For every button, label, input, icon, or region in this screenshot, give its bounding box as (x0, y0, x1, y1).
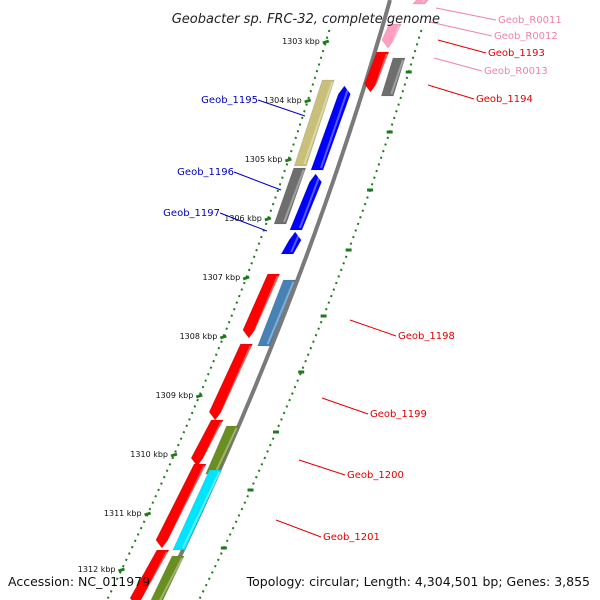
gene-arrow-highlight (373, 53, 388, 91)
gene-arrow-highlight (181, 471, 221, 549)
gene-arrow-highlight (421, 0, 425, 3)
gene-label-leader (437, 39, 487, 54)
gene-arrow (257, 279, 296, 347)
kbp-tick (170, 452, 178, 458)
gene-label-leader (349, 319, 397, 337)
gene-labels: Geob_R0011 Geob_R0012 Geob_1193 Geob_R0013 G… (163, 7, 562, 543)
gene-arrow-highlight (251, 275, 279, 337)
gene-arrow-highlight (298, 175, 321, 229)
gene-arrow (310, 85, 351, 171)
gene-label: Geob_1199 (370, 409, 427, 420)
gene-label: Geob_1200 (347, 470, 404, 481)
gene-arrow (364, 51, 390, 93)
gene-label-leader (298, 459, 346, 476)
gene-arrow-highlight (164, 465, 206, 547)
gene-arrow (280, 231, 302, 255)
kbp-tick (284, 157, 292, 163)
gene-arrow-highlight (218, 345, 252, 419)
gene-arrow-highlight (320, 87, 350, 169)
gene-arrow (129, 549, 170, 600)
gene-label-leader (427, 84, 475, 100)
gene-label-leader (435, 7, 497, 21)
gene-label: Geob_1196 (177, 167, 234, 178)
gene-label: Geob_1194 (476, 94, 533, 105)
gene-arrow-highlight (303, 81, 334, 165)
gene-label-leader (257, 99, 306, 117)
gene-arrow-highlight (141, 551, 168, 600)
gene-label: Geob_1198 (398, 331, 455, 342)
gene-arrow (155, 463, 207, 549)
gene-label: Geob_1193 (488, 48, 545, 59)
gene-arrow-highlight (200, 421, 223, 465)
gene-label: Geob_R0013 (484, 66, 548, 77)
gene-label: Geob_1195 (201, 95, 258, 106)
kbp-label: 1305 kbp (245, 155, 283, 164)
kbp-tick (144, 511, 152, 517)
gene-arrow (150, 555, 185, 600)
gene-arrow-highlight (266, 281, 295, 345)
gene-label-leader (433, 57, 483, 72)
gene-arrow-highlight (214, 427, 238, 473)
gene-label: Geob_1201 (323, 532, 380, 543)
kbp-label: 1304 kbp (264, 96, 302, 105)
kbp-label: 1306 kbp (224, 214, 262, 223)
accession-text: Accession: NC_011979 (8, 574, 150, 589)
kbp-label: 1303 kbp (282, 37, 320, 46)
kbp-tick (219, 334, 227, 340)
kbp-tick (242, 275, 250, 281)
kbp-label: 1310 kbp (130, 450, 168, 459)
topology-text: Topology: circular; Length: 4,304,501 bp… (246, 574, 590, 589)
gene-arrow-highlight (159, 557, 183, 600)
gene-arrow (289, 173, 322, 231)
gene-label-leader (429, 21, 493, 37)
gene-label-leader (233, 171, 282, 191)
gene-arrow-highlight (391, 25, 401, 47)
gene-label-leader (219, 212, 268, 232)
kbp-label: 1308 kbp (180, 332, 218, 341)
gene-arrow-highlight (290, 233, 301, 253)
kbp-tick (304, 98, 312, 104)
kbp-tick (195, 393, 203, 399)
gene-arrow (381, 23, 402, 49)
outer-dot-guide-left (106, 29, 331, 600)
map-title: Geobacter sp. FRC-32, complete genome (172, 12, 440, 27)
kbp-label: 1307 kbp (202, 273, 240, 282)
gene-label: Geob_R0012 (494, 31, 558, 42)
gene-label: Geob_1197 (163, 208, 220, 219)
kbp-label: 1309 kbp (156, 391, 194, 400)
gene-label-leader (275, 519, 322, 538)
gene-arrow (190, 419, 224, 467)
kbp-tick (322, 39, 330, 45)
gene-arrow (293, 79, 335, 167)
kbp-scale: 1303 kbp 1304 kbp 1305 kbp 1306 kbp 1307 kbp… (78, 37, 412, 574)
strand-guide-dots (106, 29, 423, 600)
gene-arrow (273, 167, 307, 225)
gene-label-leader (321, 397, 369, 415)
kbp-label: 1311 kbp (104, 509, 142, 518)
gene-label: Geob_R0011 (498, 15, 562, 26)
gene-arrow (242, 273, 281, 339)
gene-arrow (208, 343, 253, 421)
kbp-tick (264, 216, 272, 222)
gene-arrow (380, 57, 406, 97)
gene-arrow (172, 469, 222, 551)
gene-arrow-highlight (390, 59, 404, 95)
gene-arrow (412, 0, 429, 5)
kbp-tick (117, 567, 125, 573)
gene-arrow-highlight (283, 169, 305, 223)
kbp-label: 1312 kbp (78, 565, 116, 574)
gene-features (129, 0, 429, 600)
